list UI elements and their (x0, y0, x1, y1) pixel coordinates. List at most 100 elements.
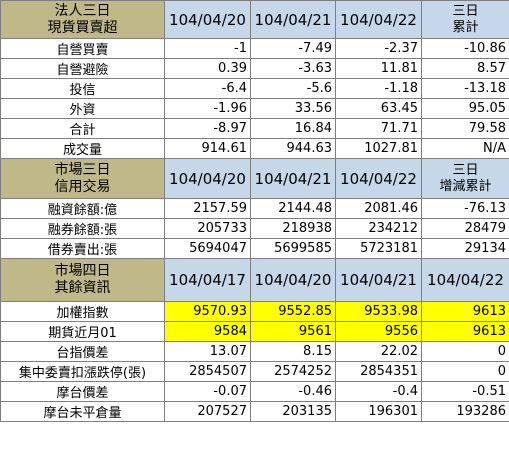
row-label: 集中委賣扣漲跌停(張) (0, 361, 165, 382)
table-cell: 207527 (164, 401, 251, 422)
table-row: 摩台價差 -0.07 -0.46 -0.4 -0.51 (0, 381, 509, 402)
section2-title: 市場三日 信用交易 (0, 158, 165, 199)
table-cell: 95.05 (421, 98, 509, 119)
section2-sum-header: 三日 增減累計 (421, 158, 509, 199)
table-row: 摩台未平倉量 207527 203135 196301 193286 (0, 401, 509, 422)
table-cell-highlighted: 9613 (421, 321, 509, 342)
table-cell: 0 (421, 361, 509, 382)
table-cell: 13.07 (164, 341, 251, 362)
row-label: 融券餘額:張 (0, 218, 165, 239)
table-cell: 63.45 (335, 98, 422, 119)
table-cell: 8.57 (421, 58, 509, 79)
table-cell-highlighted: 9584 (164, 321, 251, 342)
table-cell: -2.37 (335, 38, 422, 59)
row-label: 外資 (0, 98, 165, 119)
table-cell: 2854351 (335, 361, 422, 382)
section3-header-row: 市場四日 其餘資訊 104/04/17 104/04/20 104/04/21 … (0, 258, 509, 302)
row-label: 摩台價差 (0, 381, 165, 402)
table-cell: -6.4 (164, 78, 251, 99)
table-cell: -1.18 (335, 78, 422, 99)
table-cell: 205733 (164, 218, 251, 239)
table-cell: 79.58 (421, 118, 509, 139)
table-cell: 2081.46 (335, 198, 422, 219)
table-cell: 1027.81 (335, 138, 422, 159)
row-label: 合計 (0, 118, 165, 139)
table-cell: 2574252 (250, 361, 336, 382)
section2-date-header: 104/04/21 (250, 158, 336, 199)
table-cell: -8.97 (164, 118, 251, 139)
row-label: 摩台未平倉量 (0, 401, 165, 422)
market-summary-table: 法人三日 現貨買賣超 104/04/20 104/04/21 104/04/22… (0, 0, 509, 422)
section3-date-header: 104/04/22 (421, 258, 509, 302)
table-row: 合計 -8.97 16.84 71.71 79.58 (0, 118, 509, 139)
table-cell: -76.13 (421, 198, 509, 219)
section1-date-header: 104/04/22 (335, 0, 422, 39)
table-row: 成交量 914.61 944.63 1027.81 N/A (0, 138, 509, 159)
row-label: 成交量 (0, 138, 165, 159)
section3-date-header: 104/04/21 (335, 258, 422, 302)
section2-header-row: 市場三日 信用交易 104/04/20 104/04/21 104/04/22 … (0, 158, 509, 199)
table-cell: 5699585 (250, 238, 336, 259)
table-cell: 218938 (250, 218, 336, 239)
table-cell: -10.86 (421, 38, 509, 59)
table-row: 期貨近月01 9584 9561 9556 9613 (0, 321, 509, 342)
table-cell: 203135 (250, 401, 336, 422)
section1-header-row: 法人三日 現貨買賣超 104/04/20 104/04/21 104/04/22… (0, 0, 509, 39)
section1-date-header: 104/04/21 (250, 0, 336, 39)
table-cell: 16.84 (250, 118, 336, 139)
table-row: 融資餘額:億 2157.59 2144.48 2081.46 -76.13 (0, 198, 509, 219)
section1-title: 法人三日 現貨買賣超 (0, 0, 165, 39)
table-cell: 33.56 (250, 98, 336, 119)
table-row: 自營避險 0.39 -3.63 11.81 8.57 (0, 58, 509, 79)
table-row: 集中委賣扣漲跌停(張) 2854507 2574252 2854351 0 (0, 361, 509, 382)
table-cell: -1.96 (164, 98, 251, 119)
table-row: 外資 -1.96 33.56 63.45 95.05 (0, 98, 509, 119)
table-row: 台指價差 13.07 8.15 22.02 0 (0, 341, 509, 362)
table-cell: -0.4 (335, 381, 422, 402)
table-cell: 2144.48 (250, 198, 336, 219)
row-label: 期貨近月01 (0, 321, 165, 342)
row-label: 借券賣出:張 (0, 238, 165, 259)
table-row: 融券餘額:張 205733 218938 234212 28479 (0, 218, 509, 239)
table-cell-highlighted: 9533.98 (335, 301, 422, 322)
table-cell: 5694047 (164, 238, 251, 259)
table-cell: 193286 (421, 401, 509, 422)
table-cell-highlighted: 9561 (250, 321, 336, 342)
table-cell: 28479 (421, 218, 509, 239)
table-cell: -0.51 (421, 381, 509, 402)
section2-date-header: 104/04/22 (335, 158, 422, 199)
section3-title: 市場四日 其餘資訊 (0, 258, 165, 302)
row-label: 台指價差 (0, 341, 165, 362)
table-cell: 8.15 (250, 341, 336, 362)
section3-date-header: 104/04/17 (164, 258, 251, 302)
table-cell: N/A (421, 138, 509, 159)
table-cell: 2157.59 (164, 198, 251, 219)
table-cell: 29134 (421, 238, 509, 259)
table-cell-highlighted: 9556 (335, 321, 422, 342)
row-label: 自營買賣 (0, 38, 165, 59)
section1-date-header: 104/04/20 (164, 0, 251, 39)
table-cell: 22.02 (335, 341, 422, 362)
table-cell: -0.46 (250, 381, 336, 402)
table-cell: 5723181 (335, 238, 422, 259)
table-cell: 914.61 (164, 138, 251, 159)
section2-date-header: 104/04/20 (164, 158, 251, 199)
row-label: 加權指數 (0, 301, 165, 322)
row-label: 融資餘額:億 (0, 198, 165, 219)
row-label: 自營避險 (0, 58, 165, 79)
table-cell: 11.81 (335, 58, 422, 79)
table-cell: 0.39 (164, 58, 251, 79)
table-cell: -13.18 (421, 78, 509, 99)
table-cell-highlighted: 9613 (421, 301, 509, 322)
table-cell: -5.6 (250, 78, 336, 99)
table-cell: 944.63 (250, 138, 336, 159)
row-label: 投信 (0, 78, 165, 99)
table-cell: -0.07 (164, 381, 251, 402)
table-cell: -7.49 (250, 38, 336, 59)
table-cell: 71.71 (335, 118, 422, 139)
section1-sum-header: 三日 累計 (421, 0, 509, 39)
table-row: 投信 -6.4 -5.6 -1.18 -13.18 (0, 78, 509, 99)
table-cell-highlighted: 9570.93 (164, 301, 251, 322)
table-cell: 0 (421, 341, 509, 362)
table-cell: -1 (164, 38, 251, 59)
